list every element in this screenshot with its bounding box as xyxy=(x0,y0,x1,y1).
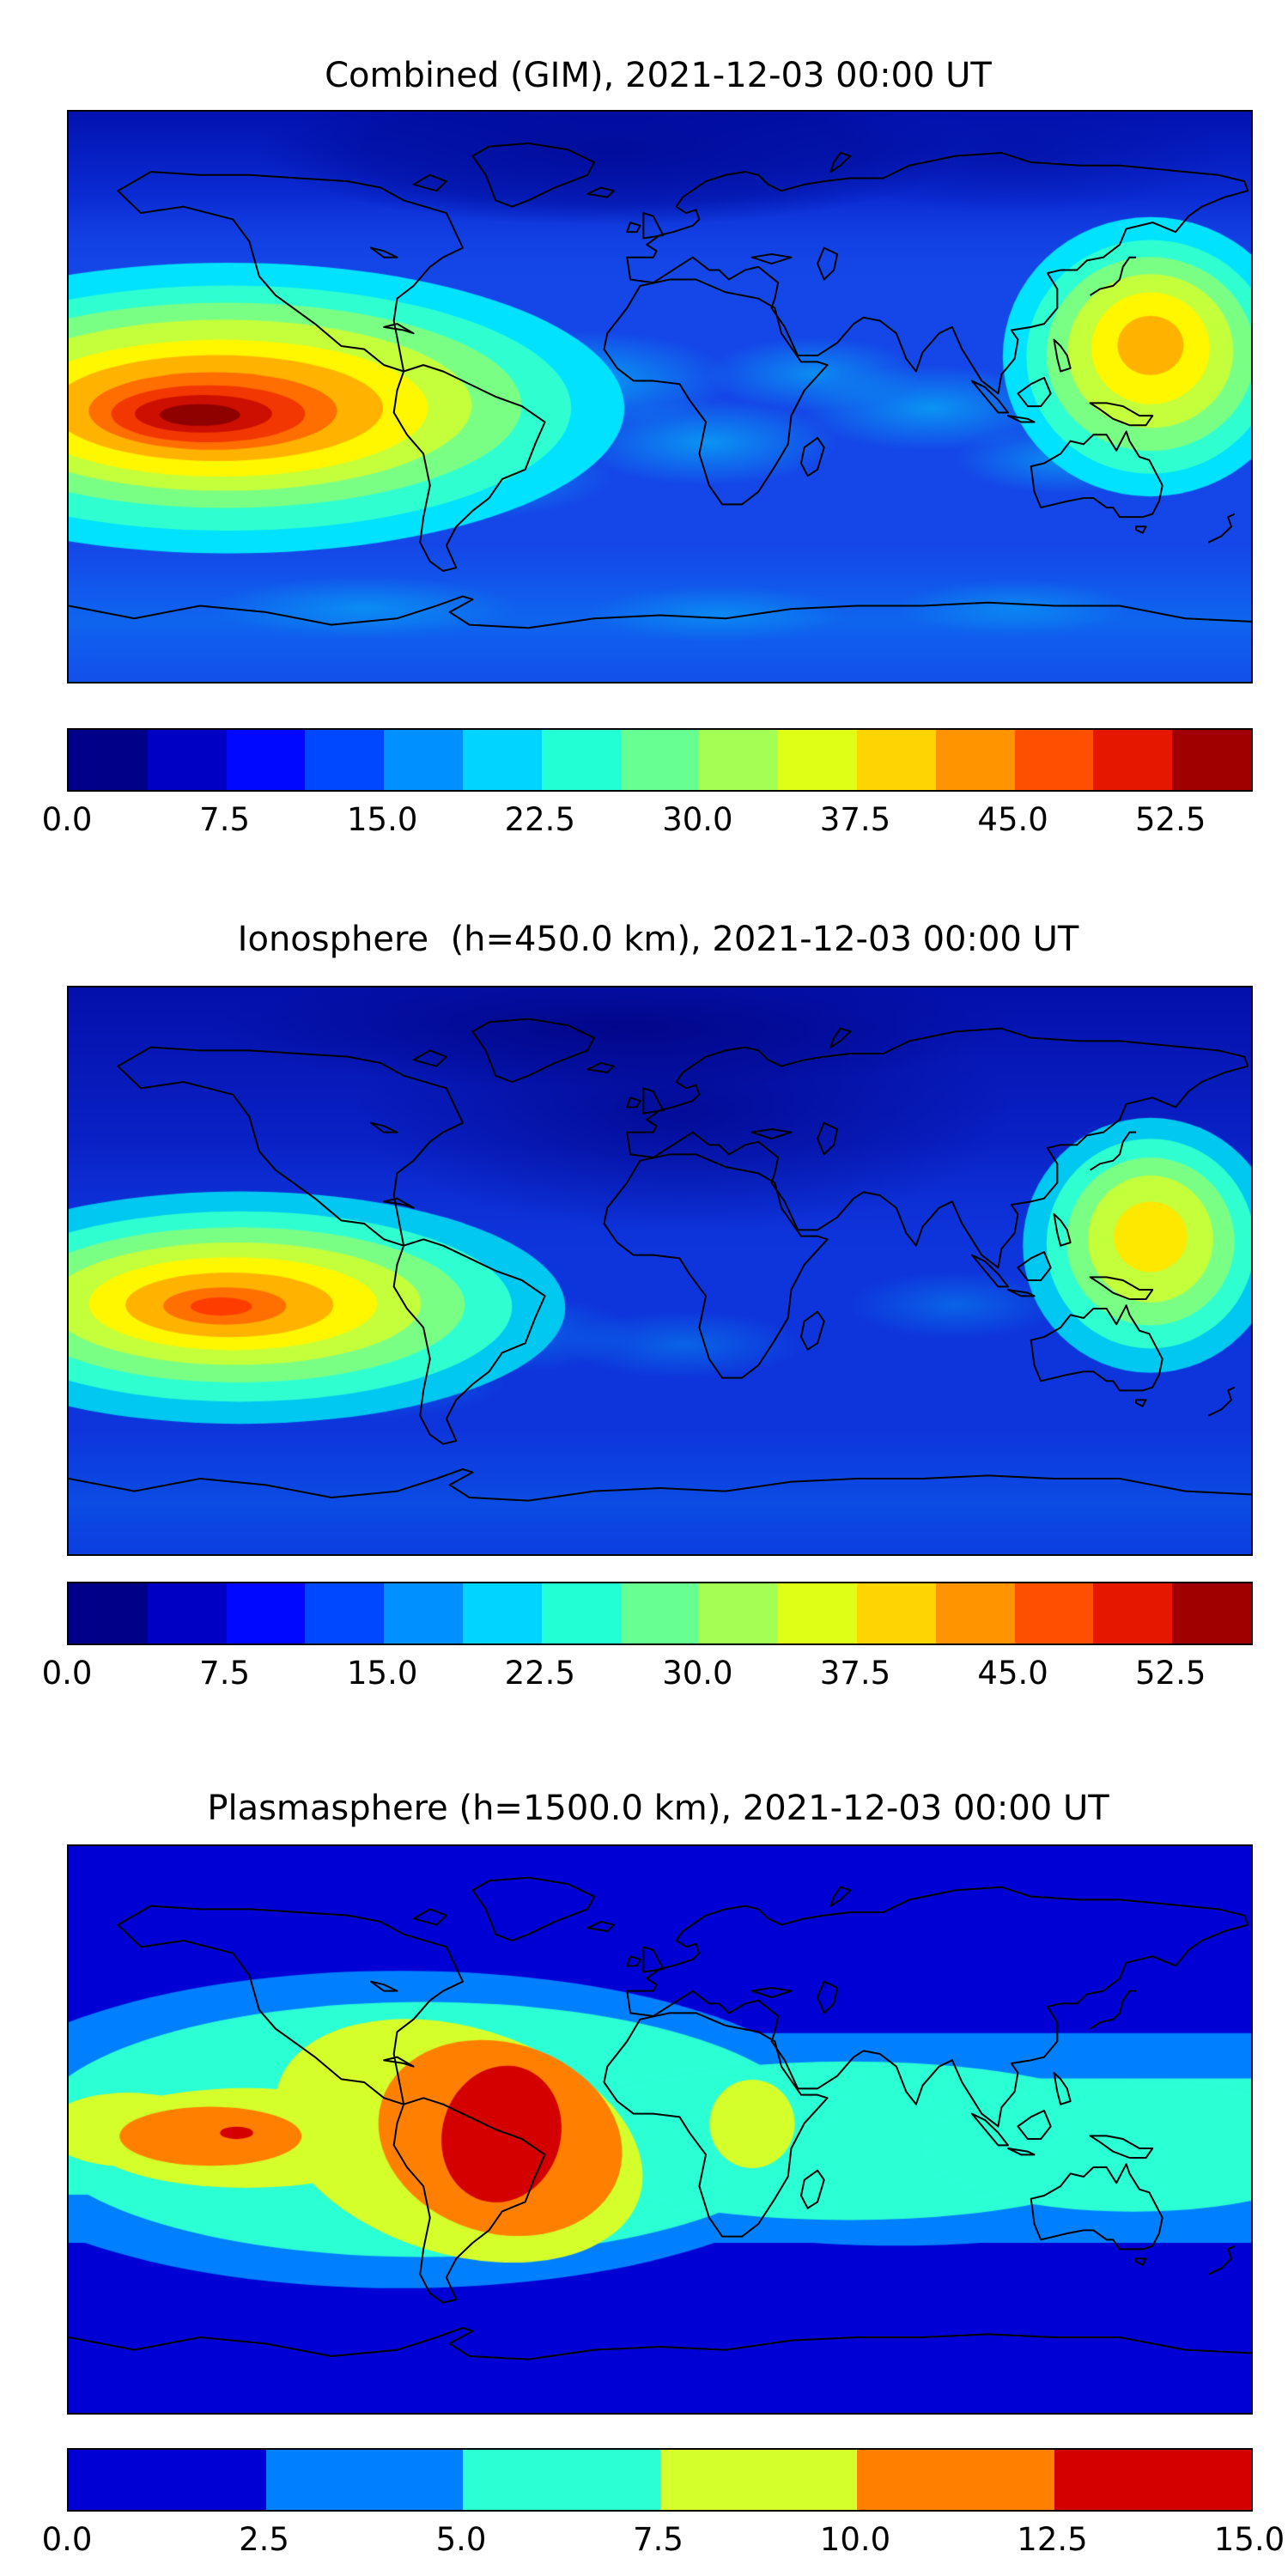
colorbar-ionosphere xyxy=(67,1582,1253,1645)
colorbar-segment xyxy=(778,1583,857,1643)
coastline-path xyxy=(69,1878,1251,2360)
colorbar-segment xyxy=(265,2450,463,2510)
colorbar-tick-label: 22.5 xyxy=(504,801,575,838)
colorbar-segment xyxy=(935,730,1015,790)
colorbar-tick-label: 22.5 xyxy=(504,1655,575,1692)
colorbar-tick-label: 2.5 xyxy=(239,2521,289,2558)
coastline-path xyxy=(69,1019,1251,1501)
colorbar-tick-label: 7.5 xyxy=(633,2521,683,2558)
colorbar-combined xyxy=(67,728,1253,792)
colorbar-segment xyxy=(462,730,542,790)
coastlines-overlay xyxy=(69,1846,1251,2413)
colorbar-segment xyxy=(305,730,385,790)
colorbar-ticks-combined: 0.0 7.5 15.0 22.5 30.0 37.5 45.0 52.5 xyxy=(42,800,1249,840)
colorbar-segment xyxy=(856,1583,936,1643)
colorbar-segment xyxy=(1172,730,1251,790)
colorbar-ticks-plasmasphere: 0.0 2.5 5.0 7.5 10.0 12.5 15.0 xyxy=(42,2520,1285,2560)
colorbar-segment xyxy=(69,2450,266,2510)
colorbar-segment xyxy=(856,730,936,790)
colorbar-segment xyxy=(1014,1583,1094,1643)
colorbar-segment xyxy=(1014,730,1094,790)
colorbar-segment xyxy=(1172,1583,1251,1643)
colorbar-segment xyxy=(384,730,463,790)
colorbar-tick-label: 52.5 xyxy=(1134,1655,1206,1692)
colorbar-segment xyxy=(69,730,148,790)
colorbar-segment xyxy=(69,1583,148,1643)
colorbar-tick-label: 5.0 xyxy=(435,2521,487,2558)
colorbar-segment xyxy=(226,1583,306,1643)
colorbar-tick-label: 15.0 xyxy=(346,801,418,838)
colorbar-tick-label: 10.0 xyxy=(819,2521,891,2558)
colorbar-segment xyxy=(935,1583,1015,1643)
colorbar-segment xyxy=(305,1583,385,1643)
colorbar-segment xyxy=(778,730,857,790)
colorbar-segment xyxy=(462,1583,542,1643)
colorbar-segment xyxy=(147,1583,227,1643)
colorbar-segment xyxy=(226,730,306,790)
colorbar-tick-label: 15.0 xyxy=(1213,2521,1285,2558)
colorbar-tick-label: 37.5 xyxy=(819,1655,891,1692)
colorbar-tick-label: 0.0 xyxy=(41,1655,93,1692)
colorbar-segment xyxy=(541,730,621,790)
colorbar-tick-label: 7.5 xyxy=(199,1655,251,1692)
colorbar-segment xyxy=(699,730,779,790)
coastlines-overlay xyxy=(69,112,1251,682)
colorbar-plasmasphere xyxy=(67,2448,1253,2512)
colorbar-segment xyxy=(699,1583,779,1643)
colorbar-tick-label: 0.0 xyxy=(41,801,93,838)
colorbar-segment xyxy=(659,2450,857,2510)
tec-field-canvas-combined xyxy=(69,112,1251,682)
colorbar-tick-label: 7.5 xyxy=(199,801,251,838)
colorbar-segment xyxy=(620,1583,700,1643)
panel-title-ionosphere: Ionosphere (h=450.0 km), 2021-12-03 00:0… xyxy=(237,920,1079,959)
colorbar-segment xyxy=(620,730,700,790)
colorbar-tick-label: 52.5 xyxy=(1134,801,1206,838)
colorbar-ticks-ionosphere: 0.0 7.5 15.0 22.5 30.0 37.5 45.0 52.5 xyxy=(42,1654,1249,1693)
map-combined xyxy=(67,110,1253,683)
colorbar-tick-label: 45.0 xyxy=(977,801,1048,838)
tec-field-canvas-ionosphere xyxy=(69,987,1251,1554)
coastlines-overlay xyxy=(69,987,1251,1554)
colorbar-segment xyxy=(463,2450,660,2510)
colorbar-segment xyxy=(1054,2450,1251,2510)
colorbar-tick-label: 0.0 xyxy=(41,2521,93,2558)
colorbar-tick-label: 45.0 xyxy=(977,1655,1048,1692)
colorbar-tick-label: 12.5 xyxy=(1017,2521,1088,2558)
colorbar-segment xyxy=(147,730,227,790)
colorbar-segment xyxy=(857,2450,1054,2510)
panel-title-plasmasphere: Plasmasphere (h=1500.0 km), 2021-12-03 0… xyxy=(207,1789,1109,1828)
colorbar-segment xyxy=(1093,1583,1173,1643)
map-plasmasphere xyxy=(67,1844,1253,2415)
map-ionosphere xyxy=(67,986,1253,1556)
panel-title-combined: Combined (GIM), 2021-12-03 00:00 UT xyxy=(325,56,992,95)
colorbar-tick-label: 30.0 xyxy=(662,801,733,838)
tec-field-canvas-plasmasphere xyxy=(69,1846,1251,2413)
colorbar-tick-label: 30.0 xyxy=(662,1655,733,1692)
colorbar-segment xyxy=(541,1583,621,1643)
colorbar-tick-label: 15.0 xyxy=(346,1655,418,1692)
colorbar-segment xyxy=(384,1583,463,1643)
coastline-path xyxy=(69,143,1251,628)
colorbar-segment xyxy=(1093,730,1173,790)
colorbar-tick-label: 37.5 xyxy=(819,801,891,838)
